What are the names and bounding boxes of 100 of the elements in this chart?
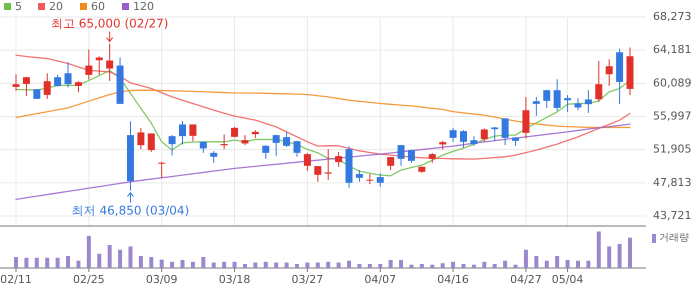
candlestick bbox=[106, 43, 114, 82]
bar bbox=[482, 262, 486, 268]
x-tick-label: 03/18 bbox=[218, 273, 250, 286]
legend-label: 거래량 bbox=[659, 232, 689, 244]
bar bbox=[451, 262, 456, 268]
candlestick bbox=[314, 166, 322, 182]
bar bbox=[492, 264, 497, 268]
candlestick bbox=[283, 132, 290, 148]
bar bbox=[336, 262, 341, 268]
bar bbox=[368, 264, 372, 268]
bar bbox=[242, 264, 247, 268]
bar bbox=[544, 260, 549, 268]
candlestick bbox=[158, 161, 166, 178]
candlestick bbox=[262, 144, 270, 160]
candlestick bbox=[96, 56, 103, 76]
bar bbox=[222, 262, 226, 268]
candlestick bbox=[376, 172, 384, 188]
bar bbox=[201, 257, 206, 268]
x-tick-label: 04/27 bbox=[510, 273, 542, 286]
bar bbox=[294, 264, 299, 268]
legend-label: 5 bbox=[15, 0, 22, 14]
line-series bbox=[15, 54, 631, 160]
bar bbox=[388, 260, 393, 268]
bar bbox=[524, 250, 528, 268]
bar bbox=[607, 246, 612, 268]
bar bbox=[56, 258, 60, 268]
bar bbox=[284, 262, 289, 268]
candlestick bbox=[532, 96, 540, 116]
x-tick-label: 02/11 bbox=[0, 273, 32, 286]
candlestick bbox=[564, 94, 572, 112]
x-tick-label: 03/27 bbox=[292, 273, 324, 286]
bar bbox=[430, 264, 434, 268]
bar bbox=[378, 264, 382, 268]
bar bbox=[190, 262, 195, 268]
y-tick-label: 68,273 bbox=[653, 10, 692, 24]
candlestick bbox=[304, 152, 311, 172]
x-tick-label: 02/25 bbox=[72, 273, 105, 286]
bar bbox=[440, 263, 445, 268]
candlestick bbox=[460, 130, 467, 148]
y-tick-label: 55,997 bbox=[653, 110, 692, 123]
candlestick bbox=[584, 90, 592, 114]
bar bbox=[264, 262, 268, 268]
candlestick bbox=[606, 58, 613, 86]
bar bbox=[97, 254, 102, 268]
candlestick bbox=[595, 60, 602, 102]
candlestick bbox=[554, 78, 561, 112]
bar bbox=[180, 260, 185, 268]
annotation: 최고 65,000 (02/27) bbox=[50, 16, 168, 31]
bar bbox=[170, 262, 174, 268]
candlestick bbox=[398, 144, 405, 166]
bar bbox=[347, 260, 352, 268]
bar bbox=[118, 250, 122, 268]
bar bbox=[534, 256, 538, 268]
x-tick-label: 03/09 bbox=[146, 273, 178, 286]
candlestick bbox=[335, 152, 342, 168]
bar bbox=[357, 264, 362, 268]
bar bbox=[586, 260, 590, 268]
candlestick bbox=[470, 136, 478, 146]
bar bbox=[253, 262, 258, 268]
candlestick bbox=[54, 74, 62, 87]
candlestick bbox=[574, 98, 582, 111]
legend-label: 60 bbox=[91, 0, 105, 14]
bar bbox=[274, 262, 278, 268]
y-tick-label: 43,721 bbox=[653, 209, 692, 222]
bar bbox=[514, 264, 518, 268]
bar bbox=[503, 260, 508, 268]
candlestick bbox=[22, 76, 30, 96]
candlestick bbox=[428, 152, 436, 164]
candlestick bbox=[189, 124, 196, 142]
bar bbox=[232, 262, 237, 268]
bar bbox=[66, 256, 70, 268]
candlestick bbox=[64, 62, 72, 88]
x-tick-label: 04/07 bbox=[364, 273, 396, 286]
bar bbox=[555, 256, 560, 268]
candlestick bbox=[12, 74, 20, 92]
bar bbox=[409, 264, 414, 268]
candlestick bbox=[450, 127, 457, 142]
bar bbox=[326, 262, 330, 268]
candlestick bbox=[148, 132, 155, 152]
bar bbox=[212, 262, 216, 268]
legend-label: 20 bbox=[49, 0, 63, 14]
bar bbox=[399, 260, 404, 268]
candlestick bbox=[74, 80, 82, 93]
candlestick bbox=[85, 49, 92, 80]
bar bbox=[108, 245, 112, 268]
bar bbox=[86, 236, 91, 268]
y-tick-label: 47,813 bbox=[653, 176, 692, 189]
candlestick bbox=[231, 126, 238, 138]
candlestick bbox=[408, 149, 415, 164]
x-tick-label: 04/16 bbox=[437, 273, 469, 286]
bar bbox=[461, 264, 466, 268]
candlestick bbox=[480, 128, 488, 142]
candlestick bbox=[210, 150, 218, 164]
candlestick bbox=[272, 134, 280, 156]
y-tick-label: 51,905 bbox=[653, 142, 692, 156]
candlestick bbox=[137, 127, 144, 150]
y-tick-label: 64,181 bbox=[653, 43, 692, 56]
candlestick bbox=[356, 170, 363, 182]
annotation: 최저 46,850 (03/04) bbox=[72, 204, 190, 218]
candlestick bbox=[387, 156, 394, 171]
